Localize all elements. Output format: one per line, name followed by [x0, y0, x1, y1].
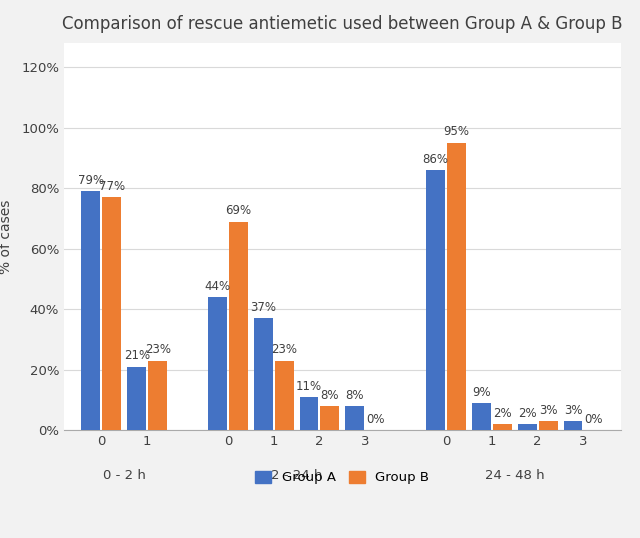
Bar [275, 361, 294, 430]
Bar [148, 361, 167, 430]
Bar [493, 424, 512, 430]
Bar [253, 318, 273, 430]
Text: 3%: 3% [564, 404, 582, 417]
Text: 11%: 11% [296, 380, 322, 393]
Y-axis label: % of cases: % of cases [0, 200, 13, 274]
Text: 79%: 79% [78, 174, 104, 187]
Text: 8%: 8% [321, 388, 339, 402]
Text: 24 - 48 h: 24 - 48 h [485, 469, 545, 482]
Text: 0 - 2 h: 0 - 2 h [103, 469, 146, 482]
Bar [102, 197, 121, 430]
Text: 2%: 2% [518, 407, 536, 420]
Text: 86%: 86% [422, 153, 449, 166]
Text: 69%: 69% [225, 204, 252, 217]
Text: 23%: 23% [271, 343, 297, 356]
Text: 21%: 21% [124, 349, 150, 362]
Text: 37%: 37% [250, 301, 276, 314]
Bar [346, 406, 364, 430]
Bar [539, 421, 557, 430]
Text: 95%: 95% [444, 125, 470, 138]
Text: 8%: 8% [346, 388, 364, 402]
Bar [447, 143, 466, 430]
Text: 3%: 3% [539, 404, 557, 417]
Bar [426, 170, 445, 430]
Bar [321, 406, 339, 430]
Bar [472, 403, 491, 430]
Text: 2%: 2% [493, 407, 511, 420]
Text: 77%: 77% [99, 180, 125, 193]
Bar [564, 421, 582, 430]
Text: 23%: 23% [145, 343, 171, 356]
Bar [208, 297, 227, 430]
Bar [127, 367, 146, 430]
Bar [229, 222, 248, 430]
Text: 0%: 0% [367, 413, 385, 426]
Bar [300, 397, 319, 430]
Text: 0%: 0% [585, 413, 603, 426]
Text: 44%: 44% [204, 280, 230, 293]
Bar [518, 424, 536, 430]
Text: 2 - 24 h: 2 - 24 h [271, 469, 323, 482]
Text: 9%: 9% [472, 386, 491, 399]
Legend: Group A, Group B: Group A, Group B [250, 466, 435, 490]
Title: Comparison of rescue antiemetic used between Group A & Group B: Comparison of rescue antiemetic used bet… [62, 15, 623, 33]
Bar [81, 192, 100, 430]
